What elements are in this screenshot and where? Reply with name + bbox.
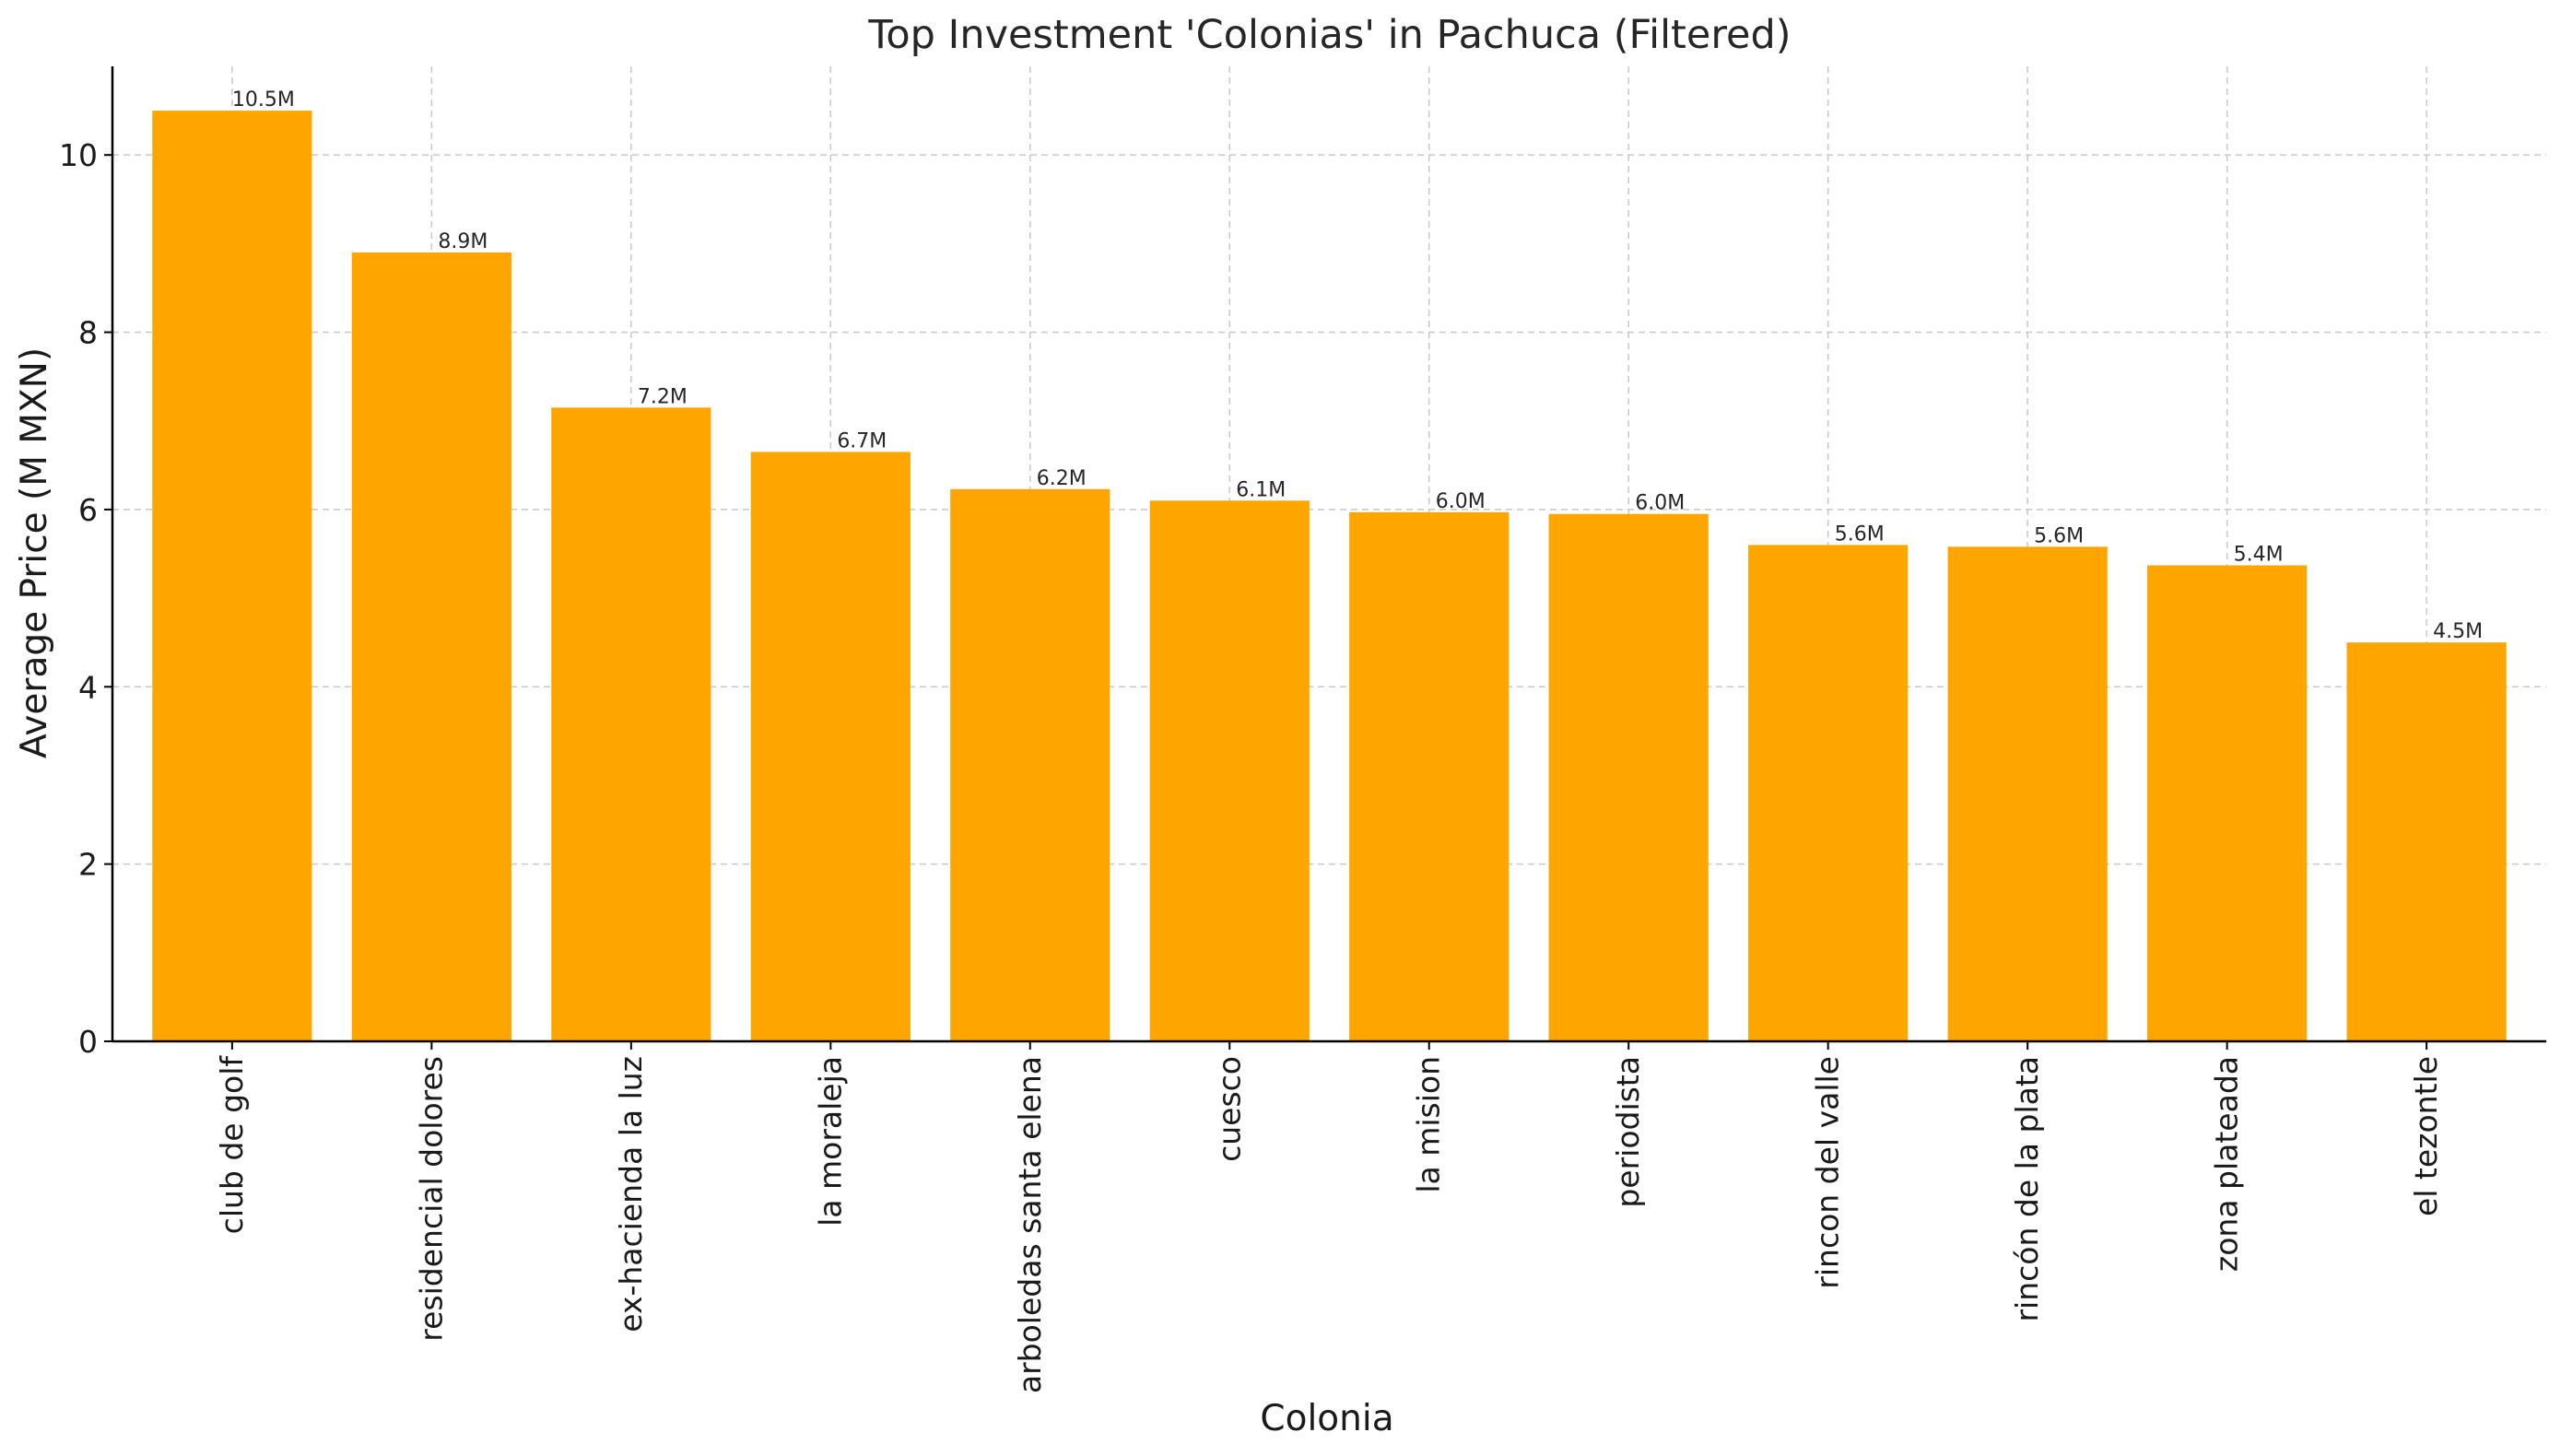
y-tick-label: 8 xyxy=(78,315,98,351)
y-tick-label: 6 xyxy=(78,492,98,528)
bar-value-label: 5.4M xyxy=(2234,544,2284,567)
bar xyxy=(152,111,312,1041)
x-tick-label: el tezontle xyxy=(2408,1056,2444,1216)
bar xyxy=(2147,565,2308,1041)
x-axis-label: Colonia xyxy=(1260,1398,1393,1439)
bar-value-label: 6.1M xyxy=(1236,478,1286,501)
bar-value-label: 6.0M xyxy=(1635,492,1685,515)
bar xyxy=(1149,500,1310,1041)
y-axis-label: Average Price (M MXN) xyxy=(14,347,55,758)
bar xyxy=(551,407,711,1041)
bar-value-label: 4.5M xyxy=(2433,620,2483,643)
bar-value-label: 5.6M xyxy=(1835,523,1885,546)
bar-value-label: 7.2M xyxy=(638,385,687,408)
bar-value-label: 6.7M xyxy=(837,429,887,452)
x-tick-label: rincón de la plata xyxy=(2009,1056,2045,1322)
x-tick-label: la moraleja xyxy=(812,1056,848,1227)
bar xyxy=(2346,642,2507,1041)
x-tick-label: rincon del valle xyxy=(1810,1056,1846,1289)
x-tick-label: arboledas santa elena xyxy=(1012,1056,1048,1393)
bar xyxy=(950,488,1110,1041)
bar-value-label: 8.9M xyxy=(438,230,488,253)
y-tick-label: 0 xyxy=(78,1024,98,1060)
y-tick-label: 4 xyxy=(78,669,98,705)
bar-value-label: 10.5M xyxy=(232,88,295,112)
x-tick-label: cuesco xyxy=(1211,1056,1247,1162)
bar xyxy=(750,452,910,1042)
chart-title: Top Investment 'Colonias' in Pachuca (Fi… xyxy=(867,12,1791,58)
bar xyxy=(1349,511,1510,1041)
x-tick-label: zona plateada xyxy=(2209,1056,2245,1272)
bar-value-label: 6.0M xyxy=(1436,490,1486,513)
y-tick-label: 10 xyxy=(59,137,98,173)
bar xyxy=(1947,546,2108,1041)
x-tick-label: la mision xyxy=(1411,1056,1447,1193)
bar xyxy=(1548,513,1709,1041)
x-tick-label: periodista xyxy=(1610,1056,1646,1208)
bar xyxy=(351,252,511,1041)
bar xyxy=(1748,545,1909,1041)
x-tick-label: ex-hacienda la luz xyxy=(613,1056,649,1333)
bar-value-label: 5.6M xyxy=(2034,524,2084,547)
x-tick-label: residencial dolores xyxy=(413,1056,449,1342)
y-tick-label: 2 xyxy=(78,847,98,883)
bar-value-label: 6.2M xyxy=(1037,467,1087,490)
x-tick-label: club de golf xyxy=(214,1055,250,1235)
